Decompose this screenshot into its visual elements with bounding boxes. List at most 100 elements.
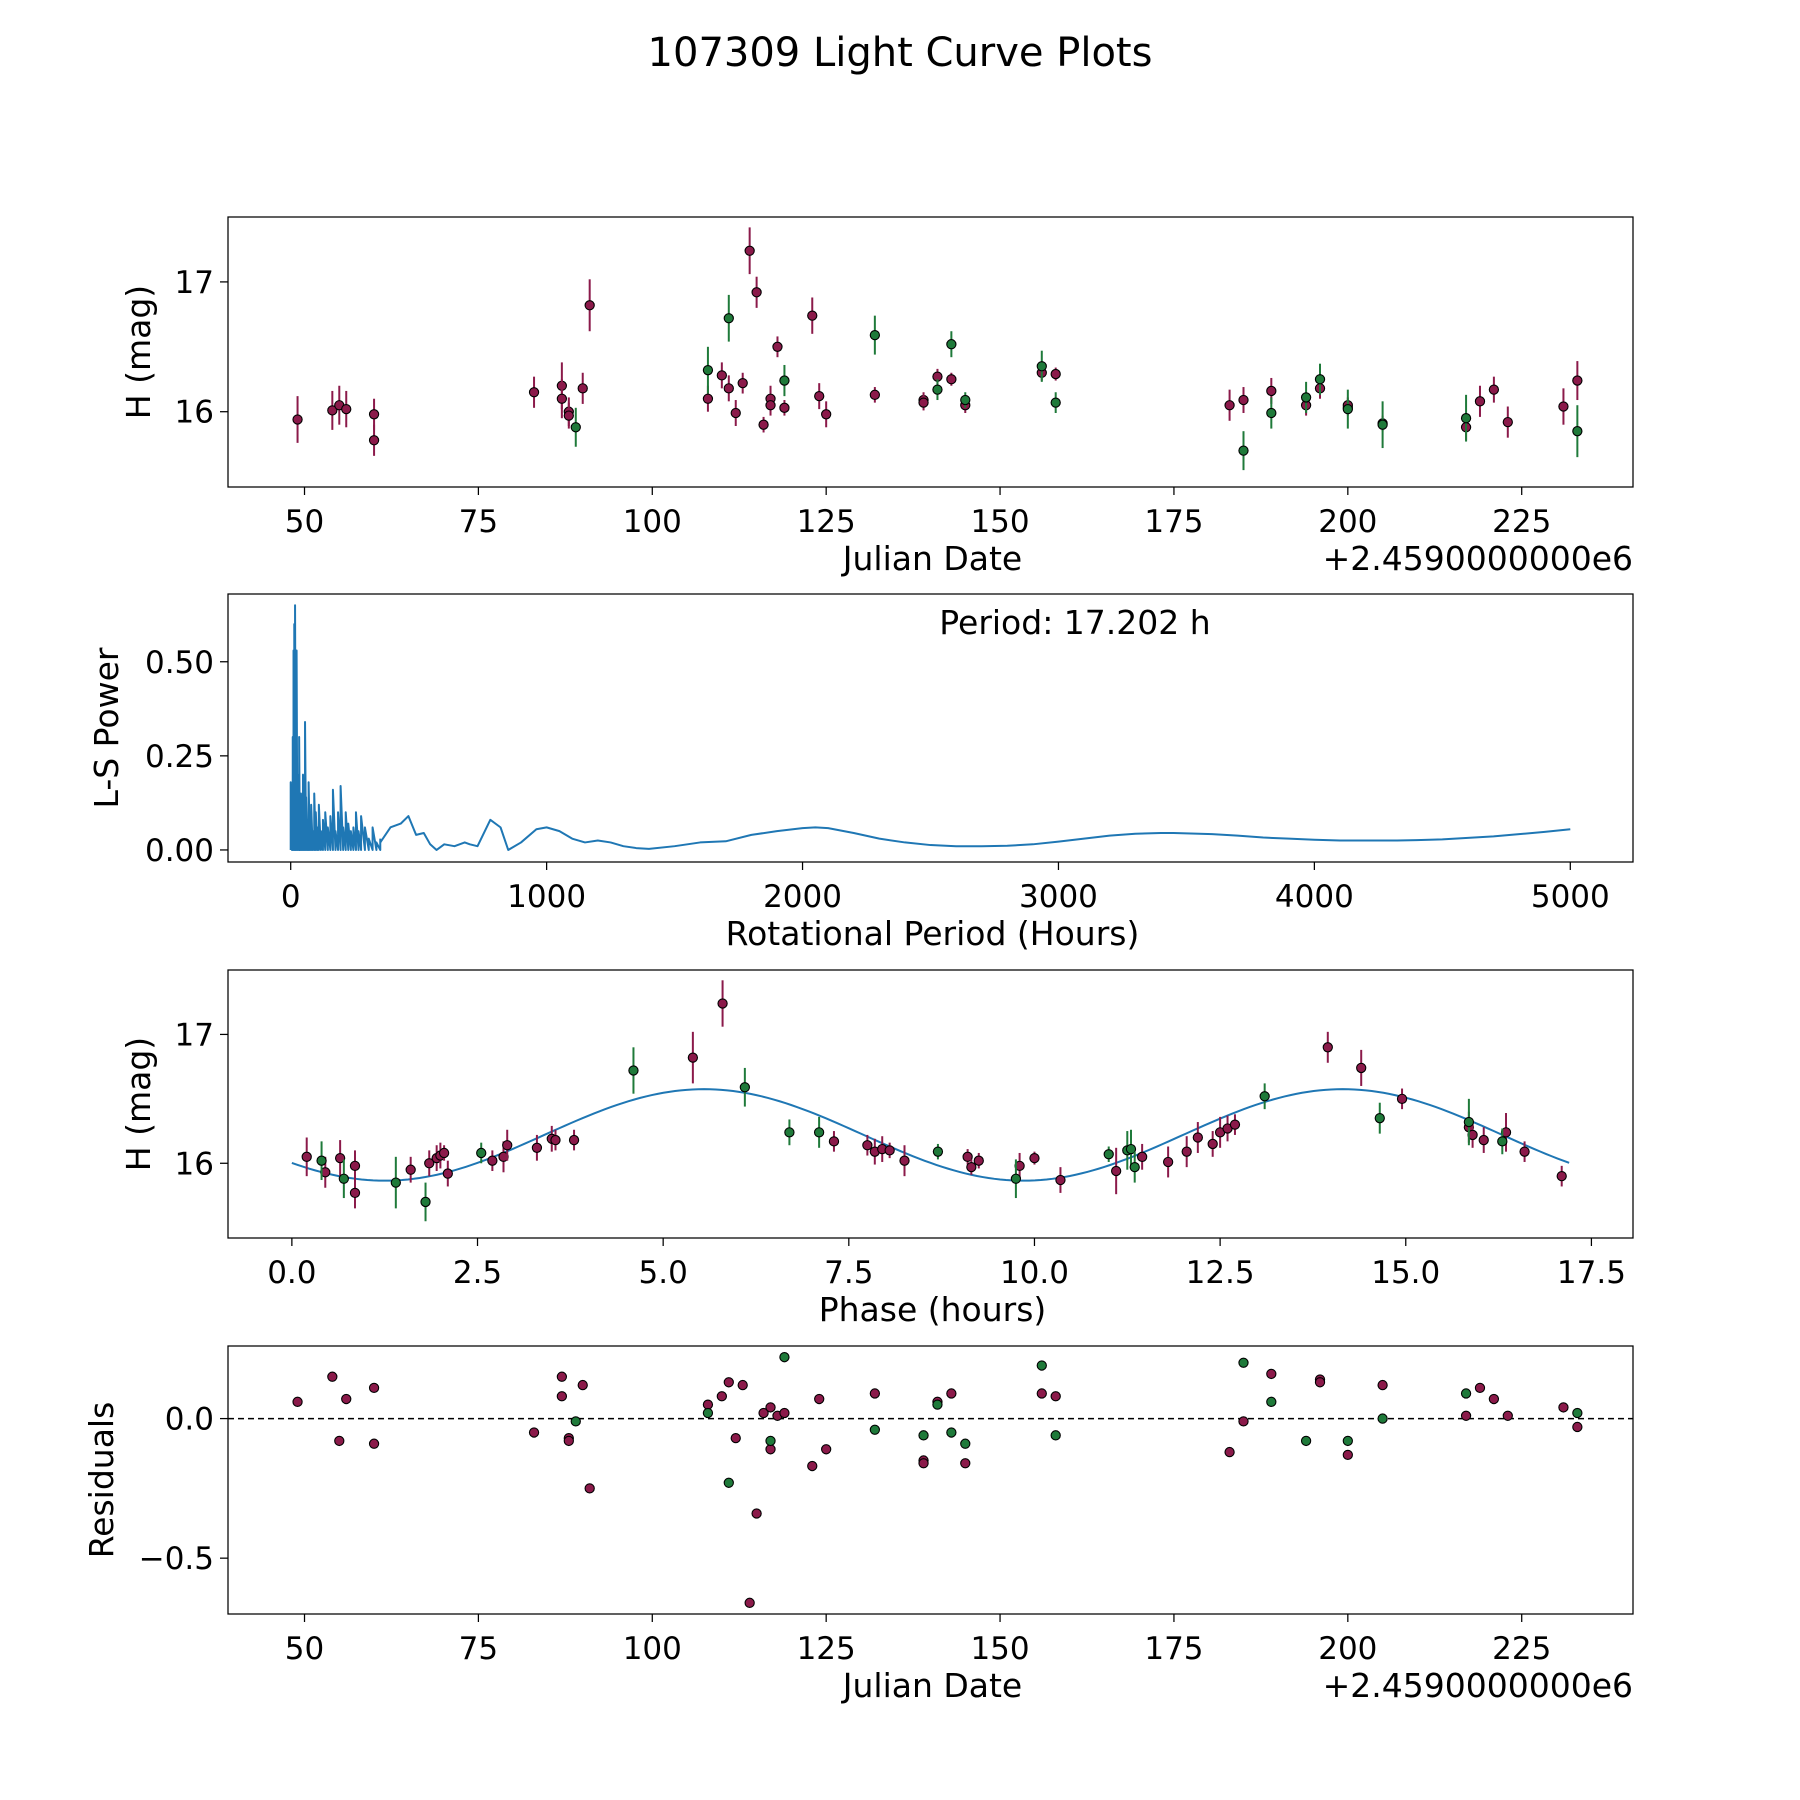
red-data-point [723,383,734,394]
x-tick-label: 100 [623,504,682,540]
red-data-point [821,1444,832,1455]
green-data-point [338,1173,349,1184]
green-data-point [1463,1116,1475,1128]
red-data-point [368,1438,380,1449]
red-data-point [487,1155,498,1166]
red-data-point [349,1160,361,1171]
red-data-point [1238,394,1249,406]
green-data-point [1342,403,1353,415]
red-data-point [765,400,776,411]
y-axis-label: L-S Power [87,647,126,808]
green-data-point [1314,374,1326,385]
x-tick-label: 200 [1318,504,1377,540]
red-data-point [702,1399,714,1410]
red-data-point [1377,1379,1388,1391]
green-data-point [1374,1113,1385,1124]
x-tick-label: 17.5 [1557,1255,1626,1291]
red-data-point [334,1435,345,1447]
red-data-point [751,1508,762,1519]
red-data-point [1036,1388,1047,1399]
y-axis-label: Residuals [82,1402,121,1559]
green-data-point [702,365,714,376]
red-data-point [702,393,714,404]
red-data-point [918,1458,929,1469]
red-data-point [1111,1165,1122,1177]
periodogram-panel: Period: 17.202 h 0.00 0.25 0.50 0 1000 2000 300… [87,593,1634,953]
x-tick-label: 3000 [1019,879,1098,915]
x-tick-label: 50 [285,504,324,540]
red-data-point [368,435,380,446]
red-data-point [821,409,832,420]
x-tick-label: 100 [623,1631,682,1667]
red-data-point [765,1402,776,1413]
green-data-point [1259,1091,1270,1102]
model-fit-curve [291,1088,1570,1182]
green-data-point [813,1127,825,1138]
red-data-point [807,310,818,321]
y-tick-label: 0.25 [145,739,214,775]
x-axis-label: Phase (hours) [819,1290,1047,1329]
red-data-point [292,1396,303,1407]
red-data-point [438,1147,450,1159]
red-data-point [1050,1391,1061,1402]
axes-frame [227,216,1634,488]
red-data-point [368,409,380,420]
green-data-point [1050,397,1061,408]
red-data-point [584,1483,595,1494]
red-data-point [405,1164,416,1175]
green-data-point [723,313,734,324]
y-tick-label: 0.0 [165,1402,214,1438]
red-data-point [584,300,595,311]
red-data-point [327,405,338,416]
green-data-point [316,1155,327,1166]
x-tick-label: 125 [797,504,856,540]
red-data-point [960,1458,971,1469]
green-data-point [918,1430,929,1441]
y-tick-label: 16 [175,1146,214,1182]
y-axis-label: H (mag) [119,285,158,419]
green-data-point [946,1427,957,1438]
green-data-point [1497,1136,1508,1147]
red-data-point [1050,368,1061,380]
red-data-point [1502,416,1513,428]
axes-frame [227,969,1634,1239]
red-data-point [577,1379,588,1391]
red-data-point [368,1382,380,1394]
green-data-point [1036,361,1047,372]
red-data-point [899,1155,910,1166]
red-data-point [556,1371,568,1382]
green-data-point [1266,407,1277,419]
green-data-point [570,422,581,433]
red-data-point [779,402,790,413]
red-data-point [1224,1446,1235,1458]
red-data-point [442,1168,453,1179]
red-data-point [828,1136,840,1147]
green-data-point [960,1438,971,1449]
red-data-point [531,1142,543,1153]
red-data-point [1474,1382,1486,1394]
red-data-point [1478,1134,1489,1146]
green-data-point [869,329,881,341]
red-data-point [1572,375,1583,386]
periodogram-line [379,815,1571,851]
periodogram-spikes [289,604,382,851]
red-data-point [751,287,762,298]
red-data-point [716,1391,727,1402]
red-data-point [1314,1377,1326,1388]
red-data-point [1342,1449,1353,1461]
green-data-point [932,1146,944,1157]
red-data-point [779,1407,790,1419]
green-data-point [628,1065,639,1076]
y-axis-label: H (mag) [119,1037,158,1171]
green-data-point [390,1177,401,1188]
green-data-point [932,384,943,395]
y-tick-label: 0.00 [145,833,214,869]
green-data-point [779,375,790,386]
red-data-point [730,1432,741,1444]
red-data-point [918,397,929,408]
y-tick-label: 17 [175,1017,214,1053]
red-data-point [973,1155,984,1166]
green-data-point [1010,1173,1022,1184]
red-data-point [1396,1093,1408,1104]
x-tick-label: 5.0 [639,1255,688,1291]
